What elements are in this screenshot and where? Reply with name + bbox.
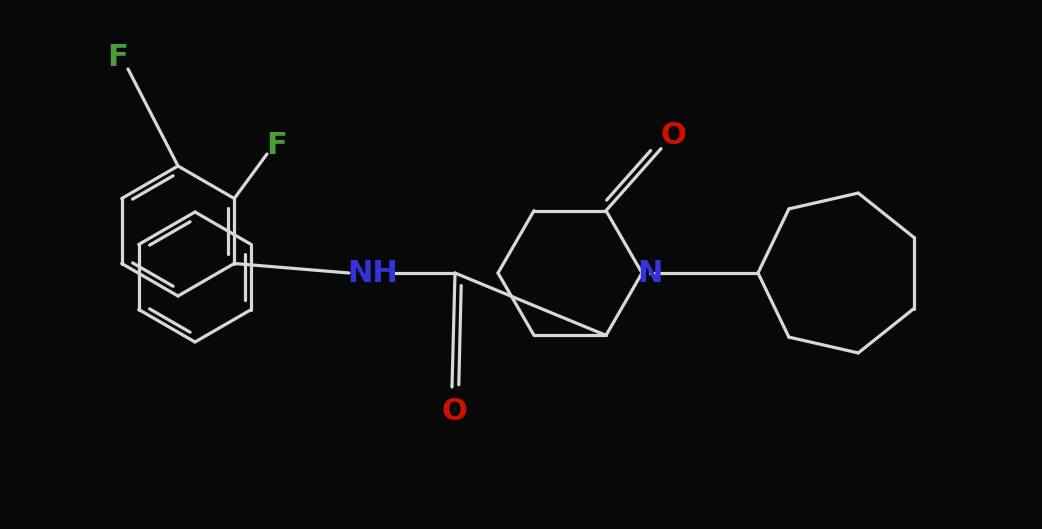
Text: N: N (638, 259, 663, 287)
Text: F: F (267, 132, 288, 160)
Text: NH: NH (348, 259, 398, 287)
Text: F: F (107, 42, 128, 71)
Text: O: O (660, 121, 686, 150)
Text: O: O (441, 397, 467, 425)
